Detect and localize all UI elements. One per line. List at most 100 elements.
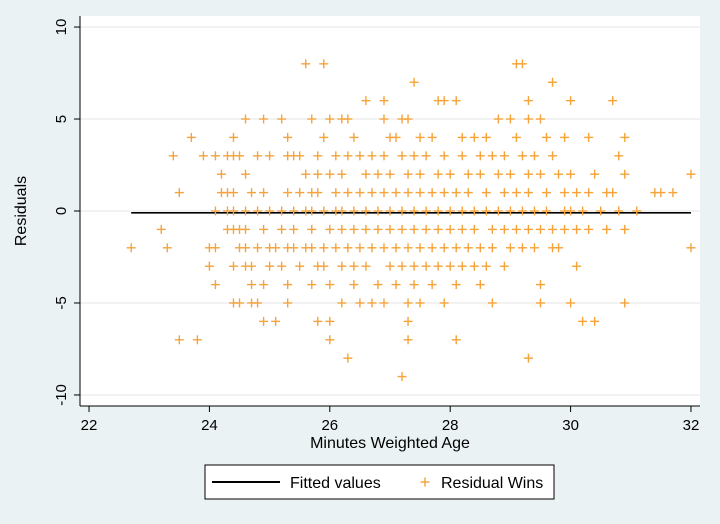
residual-point — [469, 132, 479, 142]
residual-point — [397, 224, 407, 234]
residual-point — [343, 243, 353, 253]
residual-point — [343, 151, 353, 161]
residual-point — [367, 188, 377, 198]
residual-point — [427, 280, 437, 290]
residual-point — [548, 224, 558, 234]
residual-point — [566, 206, 576, 216]
residual-point — [499, 224, 509, 234]
x-tick-label: 26 — [321, 417, 338, 434]
residual-point — [542, 206, 552, 216]
residual-point — [204, 261, 214, 271]
residual-point — [433, 169, 443, 179]
x-axis-title: Minutes Weighted Age — [310, 435, 470, 452]
residual-point — [319, 132, 329, 142]
x-tick-label: 28 — [442, 417, 459, 434]
residual-point — [373, 169, 383, 179]
residual-point — [409, 77, 419, 87]
residual-point — [228, 261, 238, 271]
residual-point — [433, 261, 443, 271]
residual-point — [451, 335, 461, 345]
residual-point — [403, 316, 413, 326]
residual-point — [409, 151, 419, 161]
residual-point — [361, 169, 371, 179]
residual-point — [403, 114, 413, 124]
residual-point — [210, 280, 220, 290]
residual-point — [421, 224, 431, 234]
residual-point — [337, 169, 347, 179]
residual-point — [313, 316, 323, 326]
residual-point — [337, 261, 347, 271]
residual-point — [168, 151, 178, 161]
residual-point — [325, 169, 335, 179]
residual-point — [469, 261, 479, 271]
residual-point — [373, 280, 383, 290]
residual-point — [379, 298, 389, 308]
residual-point — [385, 206, 395, 216]
x-tick-label: 24 — [201, 417, 218, 434]
residual-point — [307, 280, 317, 290]
residual-point — [415, 169, 425, 179]
residual-point — [259, 188, 269, 198]
residual-point — [608, 96, 618, 106]
residual-point — [451, 243, 461, 253]
residual-point — [367, 298, 377, 308]
residual-point — [481, 261, 491, 271]
x-tick-label: 22 — [81, 417, 98, 434]
residual-point — [367, 243, 377, 253]
residual-point — [325, 335, 335, 345]
residual-point — [578, 316, 588, 326]
residual-point — [566, 96, 576, 106]
residual-point — [126, 243, 136, 253]
residual-point — [379, 151, 389, 161]
residual-point — [451, 280, 461, 290]
y-tick-label: -10 — [53, 384, 70, 406]
residual-point — [614, 151, 624, 161]
legend-label-residual-wins: Residual Wins — [441, 475, 543, 492]
residual-point — [289, 243, 299, 253]
residual-point — [517, 59, 527, 69]
residual-point — [228, 132, 238, 142]
residual-point — [247, 188, 257, 198]
residual-point — [427, 132, 437, 142]
legend-label-fitted-values: Fitted values — [290, 475, 381, 492]
residual-point — [235, 298, 245, 308]
residual-point — [554, 243, 564, 253]
residual-point — [481, 132, 491, 142]
residual-point — [325, 280, 335, 290]
residual-point — [602, 224, 612, 234]
residual-point — [439, 188, 449, 198]
residual-point — [445, 169, 455, 179]
residual-point — [253, 151, 263, 161]
residual-point — [487, 243, 497, 253]
residual-point — [355, 243, 365, 253]
residual-point — [295, 188, 305, 198]
residual-point — [433, 224, 443, 234]
residual-point — [451, 96, 461, 106]
residual-point — [415, 188, 425, 198]
residual-point — [523, 188, 533, 198]
residual-point — [523, 114, 533, 124]
residual-point — [614, 206, 624, 216]
residual-point — [397, 372, 407, 382]
residual-point — [445, 206, 455, 216]
residual-point — [361, 206, 371, 216]
residual-point — [590, 316, 600, 326]
residual-point — [499, 261, 509, 271]
residual-point — [535, 224, 545, 234]
residual-point — [373, 224, 383, 234]
residual-point — [379, 188, 389, 198]
residual-point — [451, 188, 461, 198]
residual-point — [307, 206, 317, 216]
residual-point — [578, 206, 588, 216]
residual-point — [241, 114, 251, 124]
residual-point — [523, 96, 533, 106]
residual-point — [554, 169, 564, 179]
residual-point — [210, 151, 220, 161]
residual-point — [391, 280, 401, 290]
residual-point — [210, 206, 220, 216]
residual-point — [216, 169, 226, 179]
residual-point — [337, 206, 347, 216]
residual-point — [325, 114, 335, 124]
residual-point — [295, 261, 305, 271]
residual-point — [313, 169, 323, 179]
